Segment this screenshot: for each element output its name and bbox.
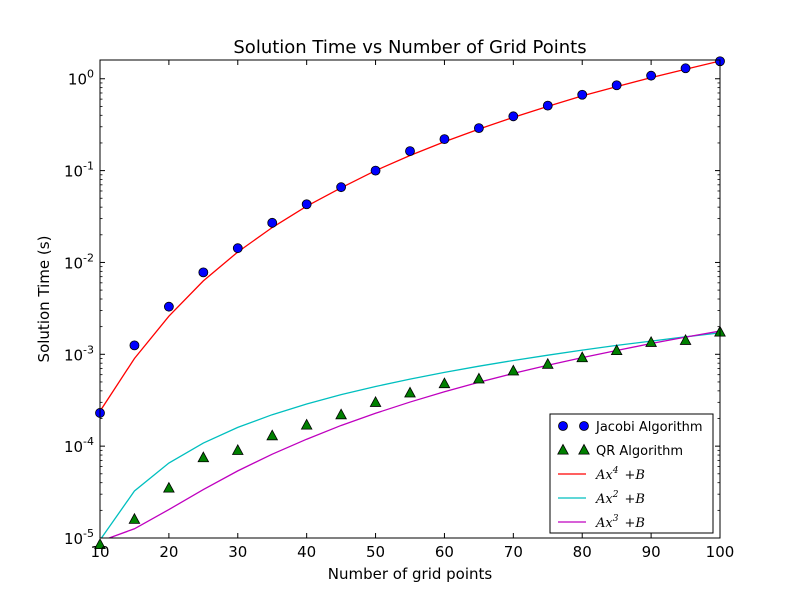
jacobi-algorithm-point [646, 70, 657, 81]
jacobi-algorithm-point [129, 340, 140, 351]
legend-label: Ax4 +B [595, 466, 645, 483]
x-axis-label: Number of grid points [328, 565, 493, 583]
qr-algorithm-point [128, 512, 141, 524]
qr-algorithm-point [679, 333, 692, 345]
y-tick-label: 10-5 [64, 527, 94, 548]
legend-marker [557, 443, 569, 455]
x-tick-label: 10 [90, 543, 109, 561]
qr-algorithm-point [300, 418, 313, 430]
jacobi-algorithm-point [439, 134, 450, 145]
jacobi-algorithm-point [301, 199, 312, 210]
qr-algorithm-point [266, 429, 279, 441]
jacobi-algorithm-point [267, 217, 278, 228]
jacobi-algorithm-point [473, 123, 484, 134]
plot-markers [94, 56, 726, 550]
x-tick-label: 70 [504, 543, 523, 561]
x-tick-label: 30 [228, 543, 247, 561]
legend-item-jacobi-algorithm: Jacobi Algorithm [558, 420, 703, 435]
legend-marker [558, 421, 568, 431]
qr-algorithm-point [610, 344, 623, 356]
qr-algorithm-point [645, 335, 658, 347]
jacobi-algorithm-point [232, 243, 243, 254]
legend-label: Ax3 +B [595, 514, 645, 531]
legend-item-power-4: Ax4 +B [558, 466, 645, 483]
y-axis-label: Solution Time (s) [35, 236, 53, 363]
y-tick-label: 10-3 [64, 343, 94, 364]
legend-item-power-2: Ax2 +B [558, 490, 645, 507]
legend-marker [578, 443, 590, 455]
legend: Jacobi Algorithm QR Algorithm Ax4 +B Ax2 +B Ax… [549, 413, 714, 534]
jacobi-algorithm-point [611, 80, 622, 91]
x-tick-label: 60 [435, 543, 454, 561]
jacobi-algorithm-point [508, 111, 519, 122]
x-tick-label: 100 [706, 543, 735, 561]
jacobi-algorithm-point [336, 182, 347, 193]
y-tick-label: 10-1 [64, 160, 94, 181]
jacobi-algorithm-point [405, 146, 415, 157]
jacobi-algorithm-point [370, 165, 381, 176]
legend-label: QR Algorithm [596, 444, 683, 459]
legend-marker [579, 421, 589, 431]
plot-area [94, 56, 726, 550]
qr-algorithm-point [438, 377, 451, 389]
qr-algorithm-point [404, 386, 416, 398]
qr-algorithm-point [335, 408, 348, 420]
qr-algorithm-point [541, 357, 554, 369]
qr-algorithm-point [197, 451, 210, 463]
qr-algorithm-point [369, 395, 382, 407]
legend-item-power-3: Ax3 +B [558, 514, 645, 531]
legend-label: Ax2 +B [595, 490, 645, 507]
y-tick-label: 10-2 [64, 251, 94, 272]
chart-title: Solution Time vs Number of Grid Points [233, 37, 586, 58]
x-tick-label: 50 [366, 543, 385, 561]
qr-algorithm-point [576, 351, 589, 363]
jacobi-algorithm-point [577, 89, 588, 100]
y-tick-label: 10-4 [64, 435, 94, 456]
jacobi-algorithm-point [198, 267, 209, 278]
qr-algorithm-point [231, 444, 244, 455]
jacobi-algorithm-point [542, 100, 553, 111]
series-line-power-4 [100, 60, 720, 412]
x-tick-label: 40 [297, 543, 316, 561]
legend-label: Jacobi Algorithm [595, 420, 703, 435]
qr-algorithm-point [94, 538, 106, 550]
jacobi-algorithm-point [680, 63, 691, 74]
qr-algorithm-point [472, 372, 485, 384]
qr-algorithm-point [507, 364, 520, 376]
x-tick-label: 90 [642, 543, 661, 561]
qr-algorithm-point [162, 481, 175, 493]
axis-ticks: 10 20 30 40 50 60 70 80 90 100 10-5 10-4 10-3 10-2 10-… [64, 60, 734, 561]
legend-item-qr-algorithm: QR Algorithm [557, 443, 683, 459]
x-tick-label: 20 [159, 543, 178, 561]
y-tick-label: 100 [68, 68, 94, 89]
x-tick-label: 80 [573, 543, 592, 561]
jacobi-algorithm-point [163, 301, 174, 312]
